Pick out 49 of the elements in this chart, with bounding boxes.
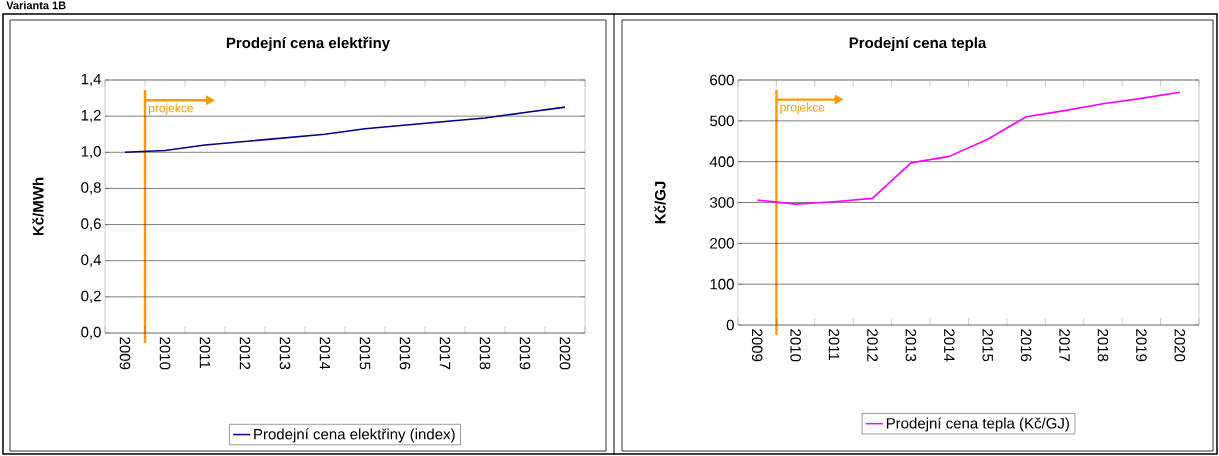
chart-title: Prodejní cena elektřiny xyxy=(226,36,391,52)
y-tick-label: 1,2 xyxy=(81,109,101,123)
y-tick-label: 0,4 xyxy=(81,254,102,267)
x-tick-label: 2015 xyxy=(359,337,371,370)
y-tick-label: 0,2 xyxy=(81,290,101,304)
x-tick-label: 2011 xyxy=(828,329,840,361)
annotation: projekce xyxy=(148,103,194,115)
x-tick-label: 2010 xyxy=(159,337,171,370)
x-tick-label: 2010 xyxy=(790,329,801,362)
y-tick-label: 1,0 xyxy=(81,146,101,159)
x-tick-label: 2014 xyxy=(943,329,955,362)
y-tick-label: 600 xyxy=(710,74,734,86)
x-tick-label: 2019 xyxy=(1136,329,1147,362)
x-tick-label: 2017 xyxy=(1059,329,1070,362)
annotation: projekce xyxy=(780,102,825,114)
line-series xyxy=(756,91,1181,205)
y-axis-title: Kč/MWh xyxy=(32,177,44,236)
legend-label: Prodejní cena tepla (Kč/GJ) xyxy=(886,417,1069,432)
x-tick-label: 2009 xyxy=(119,337,131,370)
y-tick-label: 400 xyxy=(709,156,734,167)
legend-label: Prodejní cena elektřiny (index) xyxy=(254,428,455,443)
y-tick-label: 100 xyxy=(710,278,734,290)
y-tick-label: 0,8 xyxy=(81,182,101,195)
y-tick-label: 200 xyxy=(710,238,734,249)
x-tick-label: 2011 xyxy=(199,337,211,369)
x-tick-label: 2017 xyxy=(439,337,451,370)
y-tick-label: 500 xyxy=(710,115,734,127)
x-tick-label: 2013 xyxy=(905,329,917,362)
y-tick-label: 0 xyxy=(726,319,734,331)
x-tick-label: 2018 xyxy=(479,337,491,370)
x-tick-label: 2014 xyxy=(319,337,331,370)
x-tick-label: 2012 xyxy=(239,337,251,370)
x-tick-label: 2020 xyxy=(1174,329,1186,362)
x-tick-label: 2013 xyxy=(279,337,291,370)
x-tick-label: 2016 xyxy=(399,337,411,370)
y-axis-title: Kč/GJ xyxy=(654,181,666,224)
x-tick-label: 2012 xyxy=(867,329,878,362)
x-tick-label: 2018 xyxy=(1097,329,1109,362)
y-tick-label: 0,0 xyxy=(81,326,101,340)
x-tick-label: 2016 xyxy=(1020,329,1032,362)
text: Varianta 1B xyxy=(6,1,66,10)
x-tick-label: 2015 xyxy=(982,329,994,362)
y-tick-label: 0,6 xyxy=(81,218,101,231)
y-tick-label: 1,4 xyxy=(81,73,102,87)
chart-title: Prodejní cena tepla xyxy=(849,36,987,52)
x-tick-label: 2009 xyxy=(751,329,763,362)
x-tick-label: 2019 xyxy=(519,337,531,370)
x-tick-label: 2020 xyxy=(559,337,571,370)
y-tick-label: 300 xyxy=(710,197,734,208)
